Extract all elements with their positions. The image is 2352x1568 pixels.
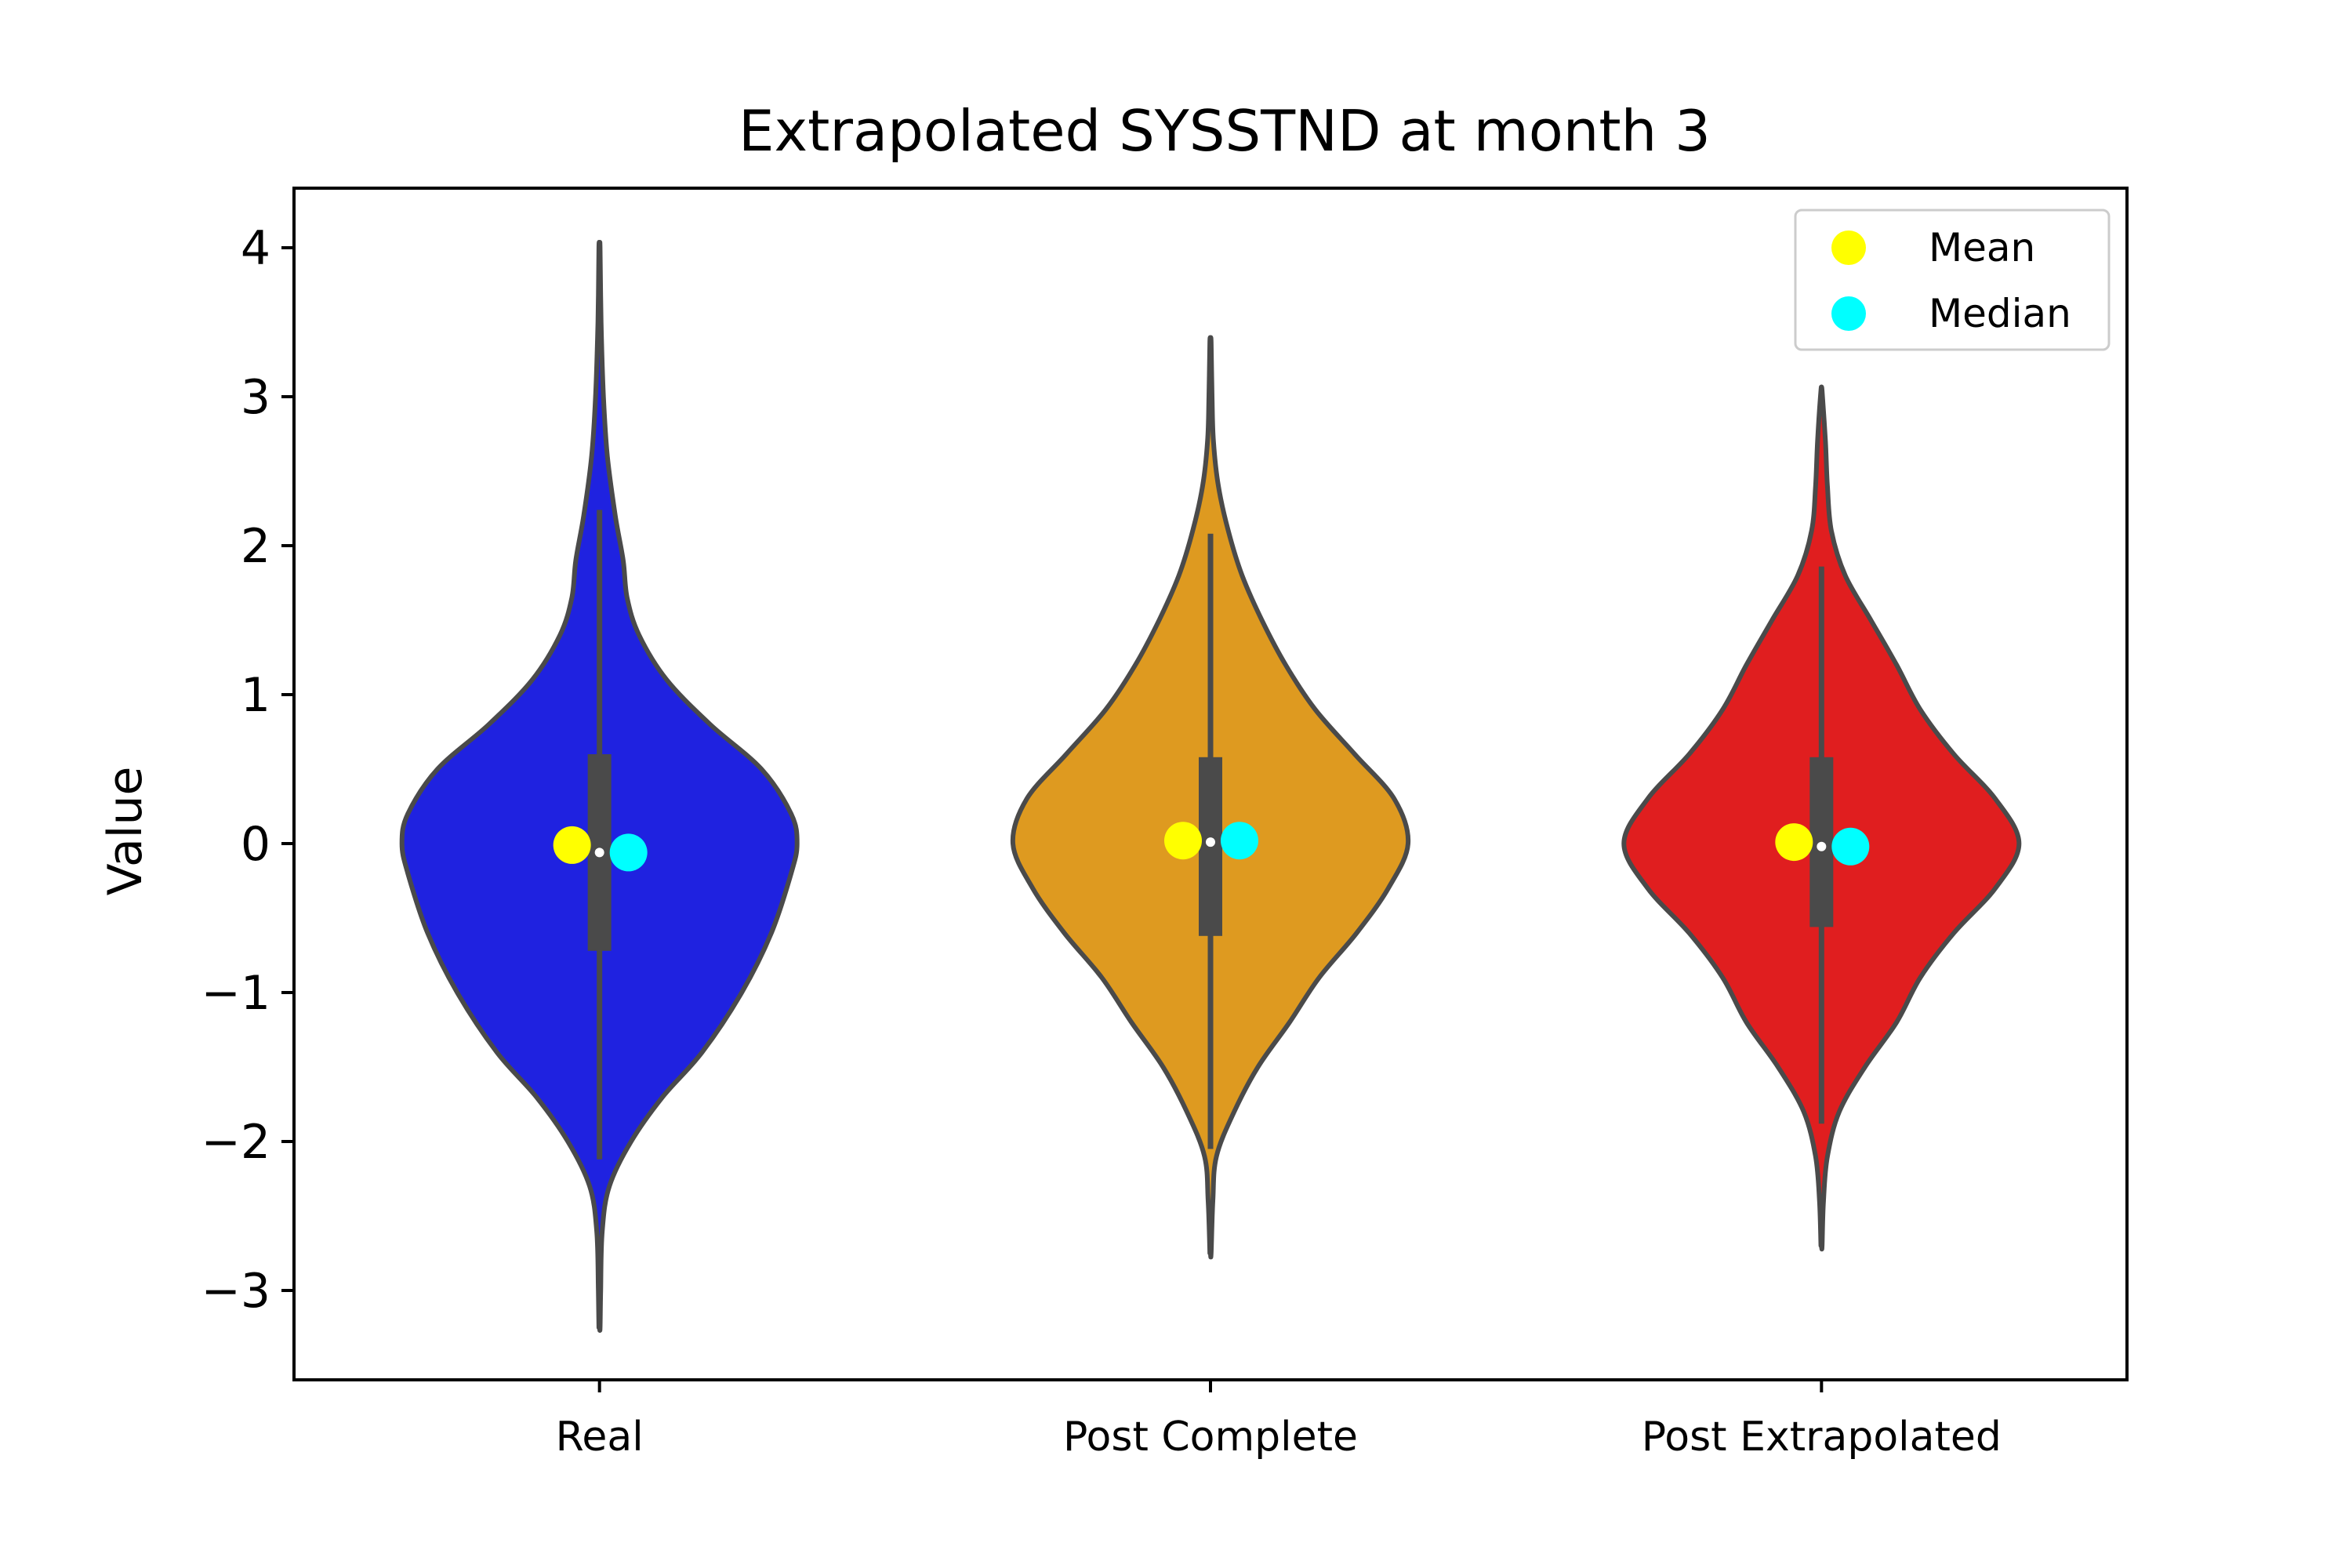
legend: Mean Median	[1794, 209, 2111, 351]
y-tick-label: 1	[241, 668, 270, 723]
mean-marker	[1164, 822, 1202, 860]
plot-area: −3 −2 −1 0 1 2 3 4 Real Post Complete Post Extrapo…	[201, 221, 2022, 1461]
median-marker	[1831, 827, 1870, 866]
median-marker	[609, 833, 648, 872]
legend-mean-label: Mean	[1929, 225, 2035, 270]
y-axis-label: Value	[98, 767, 153, 896]
y-tick-label: 4	[241, 221, 270, 276]
median-marker	[1221, 822, 1258, 860]
y-tick-label: 2	[241, 519, 270, 574]
legend-median-label: Median	[1929, 291, 2071, 336]
x-tick-label: Real	[556, 1414, 644, 1461]
x-tick-label: Post Extrapolated	[1642, 1414, 2002, 1461]
plot-frame	[292, 187, 2129, 1381]
y-tick-label: −1	[201, 966, 270, 1021]
chart-title: Extrapolated SYSSTND at month 3	[739, 98, 1711, 164]
violin-median-dot	[1817, 841, 1827, 851]
mean-marker	[1775, 823, 1813, 862]
legend-box	[1794, 209, 2111, 351]
mean-marker	[553, 826, 591, 864]
legend-mean-marker	[1831, 230, 1866, 265]
violin-median-dot	[594, 848, 604, 858]
y-tick-label: 3	[241, 370, 270, 425]
x-tick-label: Post Complete	[1063, 1414, 1358, 1461]
y-tick-label: 0	[241, 817, 270, 872]
y-tick-label: −3	[201, 1264, 270, 1319]
y-tick-label: −2	[201, 1115, 270, 1170]
legend-median-marker	[1831, 296, 1866, 331]
violin-median-dot	[1206, 837, 1215, 848]
